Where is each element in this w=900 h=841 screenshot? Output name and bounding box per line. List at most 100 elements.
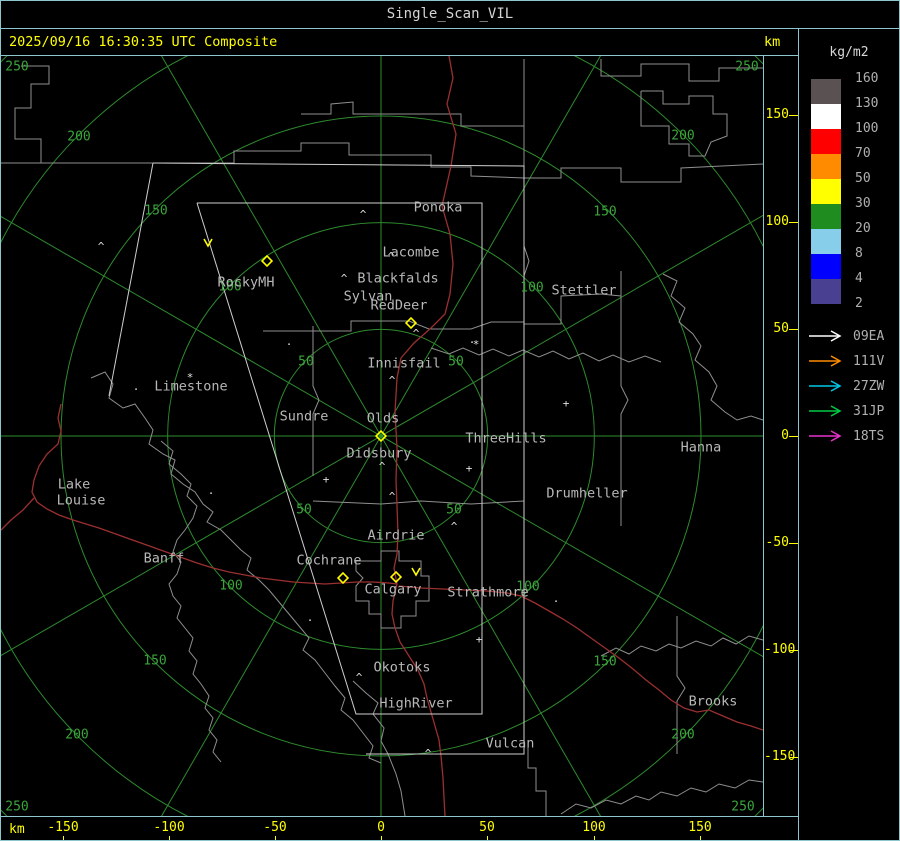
axis-unit-top: km xyxy=(764,34,781,50)
county-boundary xyxy=(1,65,50,164)
city-label: RockyMH xyxy=(218,275,275,291)
radar-map-viewport[interactable]: 50 50 50 50 100 100 100 100 150 150 150 150 200 200 20… xyxy=(1,56,764,816)
ring-distance-label: 200 xyxy=(65,728,88,743)
city-label: Stettler xyxy=(551,283,616,299)
county-boundary xyxy=(312,326,320,476)
highway-line xyxy=(31,403,398,585)
bottom-axis-tick xyxy=(487,836,488,840)
town-marker: · xyxy=(208,487,215,500)
county-boundary xyxy=(640,90,728,157)
city-label: Cochrane xyxy=(296,553,361,569)
city-label: Banff xyxy=(144,551,185,567)
county-boundary xyxy=(600,59,763,82)
city-label: Didsbury xyxy=(346,446,411,462)
town-marker: + xyxy=(563,397,570,410)
county-boundary xyxy=(524,163,763,183)
coverage-outline xyxy=(152,162,525,755)
town-marker: · xyxy=(553,595,560,608)
city-label: Airdrie xyxy=(368,528,425,544)
county-boundary xyxy=(301,101,524,127)
right-axis-label: -50 xyxy=(765,535,789,550)
radar-legend-row: 09EA xyxy=(807,329,899,344)
right-axis-tick xyxy=(789,436,798,437)
right-axis-tick xyxy=(789,543,798,544)
colorscale-level-label: 20 xyxy=(855,221,871,236)
ring-distance-label: 250 xyxy=(5,60,28,75)
ring-distance-label: 200 xyxy=(671,728,694,743)
colorscale-level-label: 50 xyxy=(855,171,871,186)
arrow-head xyxy=(830,430,842,442)
right-axis-tick xyxy=(789,329,798,330)
bottom-axis-label: 100 xyxy=(582,820,606,835)
bottom-axis-label: -100 xyxy=(153,820,185,835)
town-marker: ^ xyxy=(388,250,395,263)
scan-timestamp: 2025/09/16 16:30:35 UTC Composite xyxy=(9,34,278,50)
right-axis-label: 100 xyxy=(765,214,789,229)
colorscale-box xyxy=(811,79,841,104)
colorscale-level-label: 30 xyxy=(855,196,871,211)
bottom-axis-tick xyxy=(63,836,64,840)
town-marker: ^ xyxy=(379,460,386,473)
window-title: Single_Scan_VIL xyxy=(1,1,899,29)
coverage-overlays xyxy=(108,162,525,755)
legend-panel: kg/m2 160 130 100 70 50 30 20 8 4 2 09EA 111V 27ZW 31… xyxy=(798,29,899,840)
colorscale-level-label: 160 xyxy=(855,71,879,86)
31jp-arrow-icon xyxy=(809,405,842,417)
09ea-arrow-icon xyxy=(809,330,842,342)
city-label: Vulcan xyxy=(486,736,535,752)
ring-distance-label: 100 xyxy=(218,280,241,295)
ring-distance-label: 100 xyxy=(520,281,543,296)
ring-distance-label: 50 xyxy=(296,503,312,518)
county-boundary xyxy=(160,440,222,763)
right-axis-label: 150 xyxy=(765,107,789,122)
ring-distance-label: 250 xyxy=(735,60,758,75)
town-marker: * xyxy=(473,338,480,351)
ring-distance-label: 200 xyxy=(67,130,90,145)
highway-line xyxy=(1,497,35,531)
bottom-axis-label: 50 xyxy=(479,820,495,835)
ring-distance-label: 150 xyxy=(593,205,616,220)
county-boundaries xyxy=(1,59,763,816)
ring-distance-label: 150 xyxy=(144,204,167,219)
arrow-head xyxy=(830,380,842,392)
colorscale-level-label: 8 xyxy=(855,246,863,261)
bottom-axis-tick xyxy=(700,836,701,840)
right-distance-axis: 150 100 50 0 -50 -100 -150 xyxy=(764,56,798,816)
colorscale-box xyxy=(811,254,841,279)
right-axis-tick xyxy=(789,757,798,758)
county-boundary xyxy=(312,500,525,505)
county-boundary xyxy=(662,273,763,421)
colorscale-box xyxy=(811,204,841,229)
ring-distance-label: 50 xyxy=(298,355,314,370)
colorscale-level-label: 130 xyxy=(855,96,879,111)
city-label: Brooks xyxy=(689,694,738,710)
county-boundary xyxy=(523,59,530,754)
town-marker: ^ xyxy=(341,272,348,285)
radial-lines xyxy=(1,56,763,816)
town-marker: · xyxy=(286,338,293,351)
colorscale-box xyxy=(811,129,841,154)
radar-map-svg[interactable]: 50 50 50 50 100 100 100 100 150 150 150 150 200 200 20… xyxy=(1,56,763,816)
city-diamond-marker xyxy=(374,429,388,443)
town-marker: * xyxy=(187,371,194,384)
coverage-outline xyxy=(108,162,154,397)
arrow-head xyxy=(830,355,842,367)
county-boundary xyxy=(90,371,382,764)
18ts-arrow-icon xyxy=(809,430,842,442)
radar-id-label: 18TS xyxy=(853,429,885,444)
ring-distance-label: 250 xyxy=(731,800,754,815)
town-marker: ^ xyxy=(360,208,367,221)
county-boundary xyxy=(352,680,406,816)
city-label: RedDeer xyxy=(371,298,428,314)
county-boundary xyxy=(560,779,763,815)
city-label: Sylvan xyxy=(344,289,393,305)
colorscale-level-label: 2 xyxy=(855,296,863,311)
bottom-axis-tick xyxy=(275,836,276,840)
town-marker: · xyxy=(469,336,476,349)
town-marker: ^ xyxy=(413,327,420,340)
highway-line xyxy=(391,56,457,816)
bottom-distance-axis: km -150 -100 -50 0 50 100 150 xyxy=(1,816,798,840)
town-markers: * * + + + + ^ ^ ^ ^ ^ ^ ^ ^ ^ ^ ^ · · · · · · xyxy=(98,208,570,760)
city-label: HighRiver xyxy=(379,696,452,712)
bottom-axis-label: 0 xyxy=(377,820,385,835)
